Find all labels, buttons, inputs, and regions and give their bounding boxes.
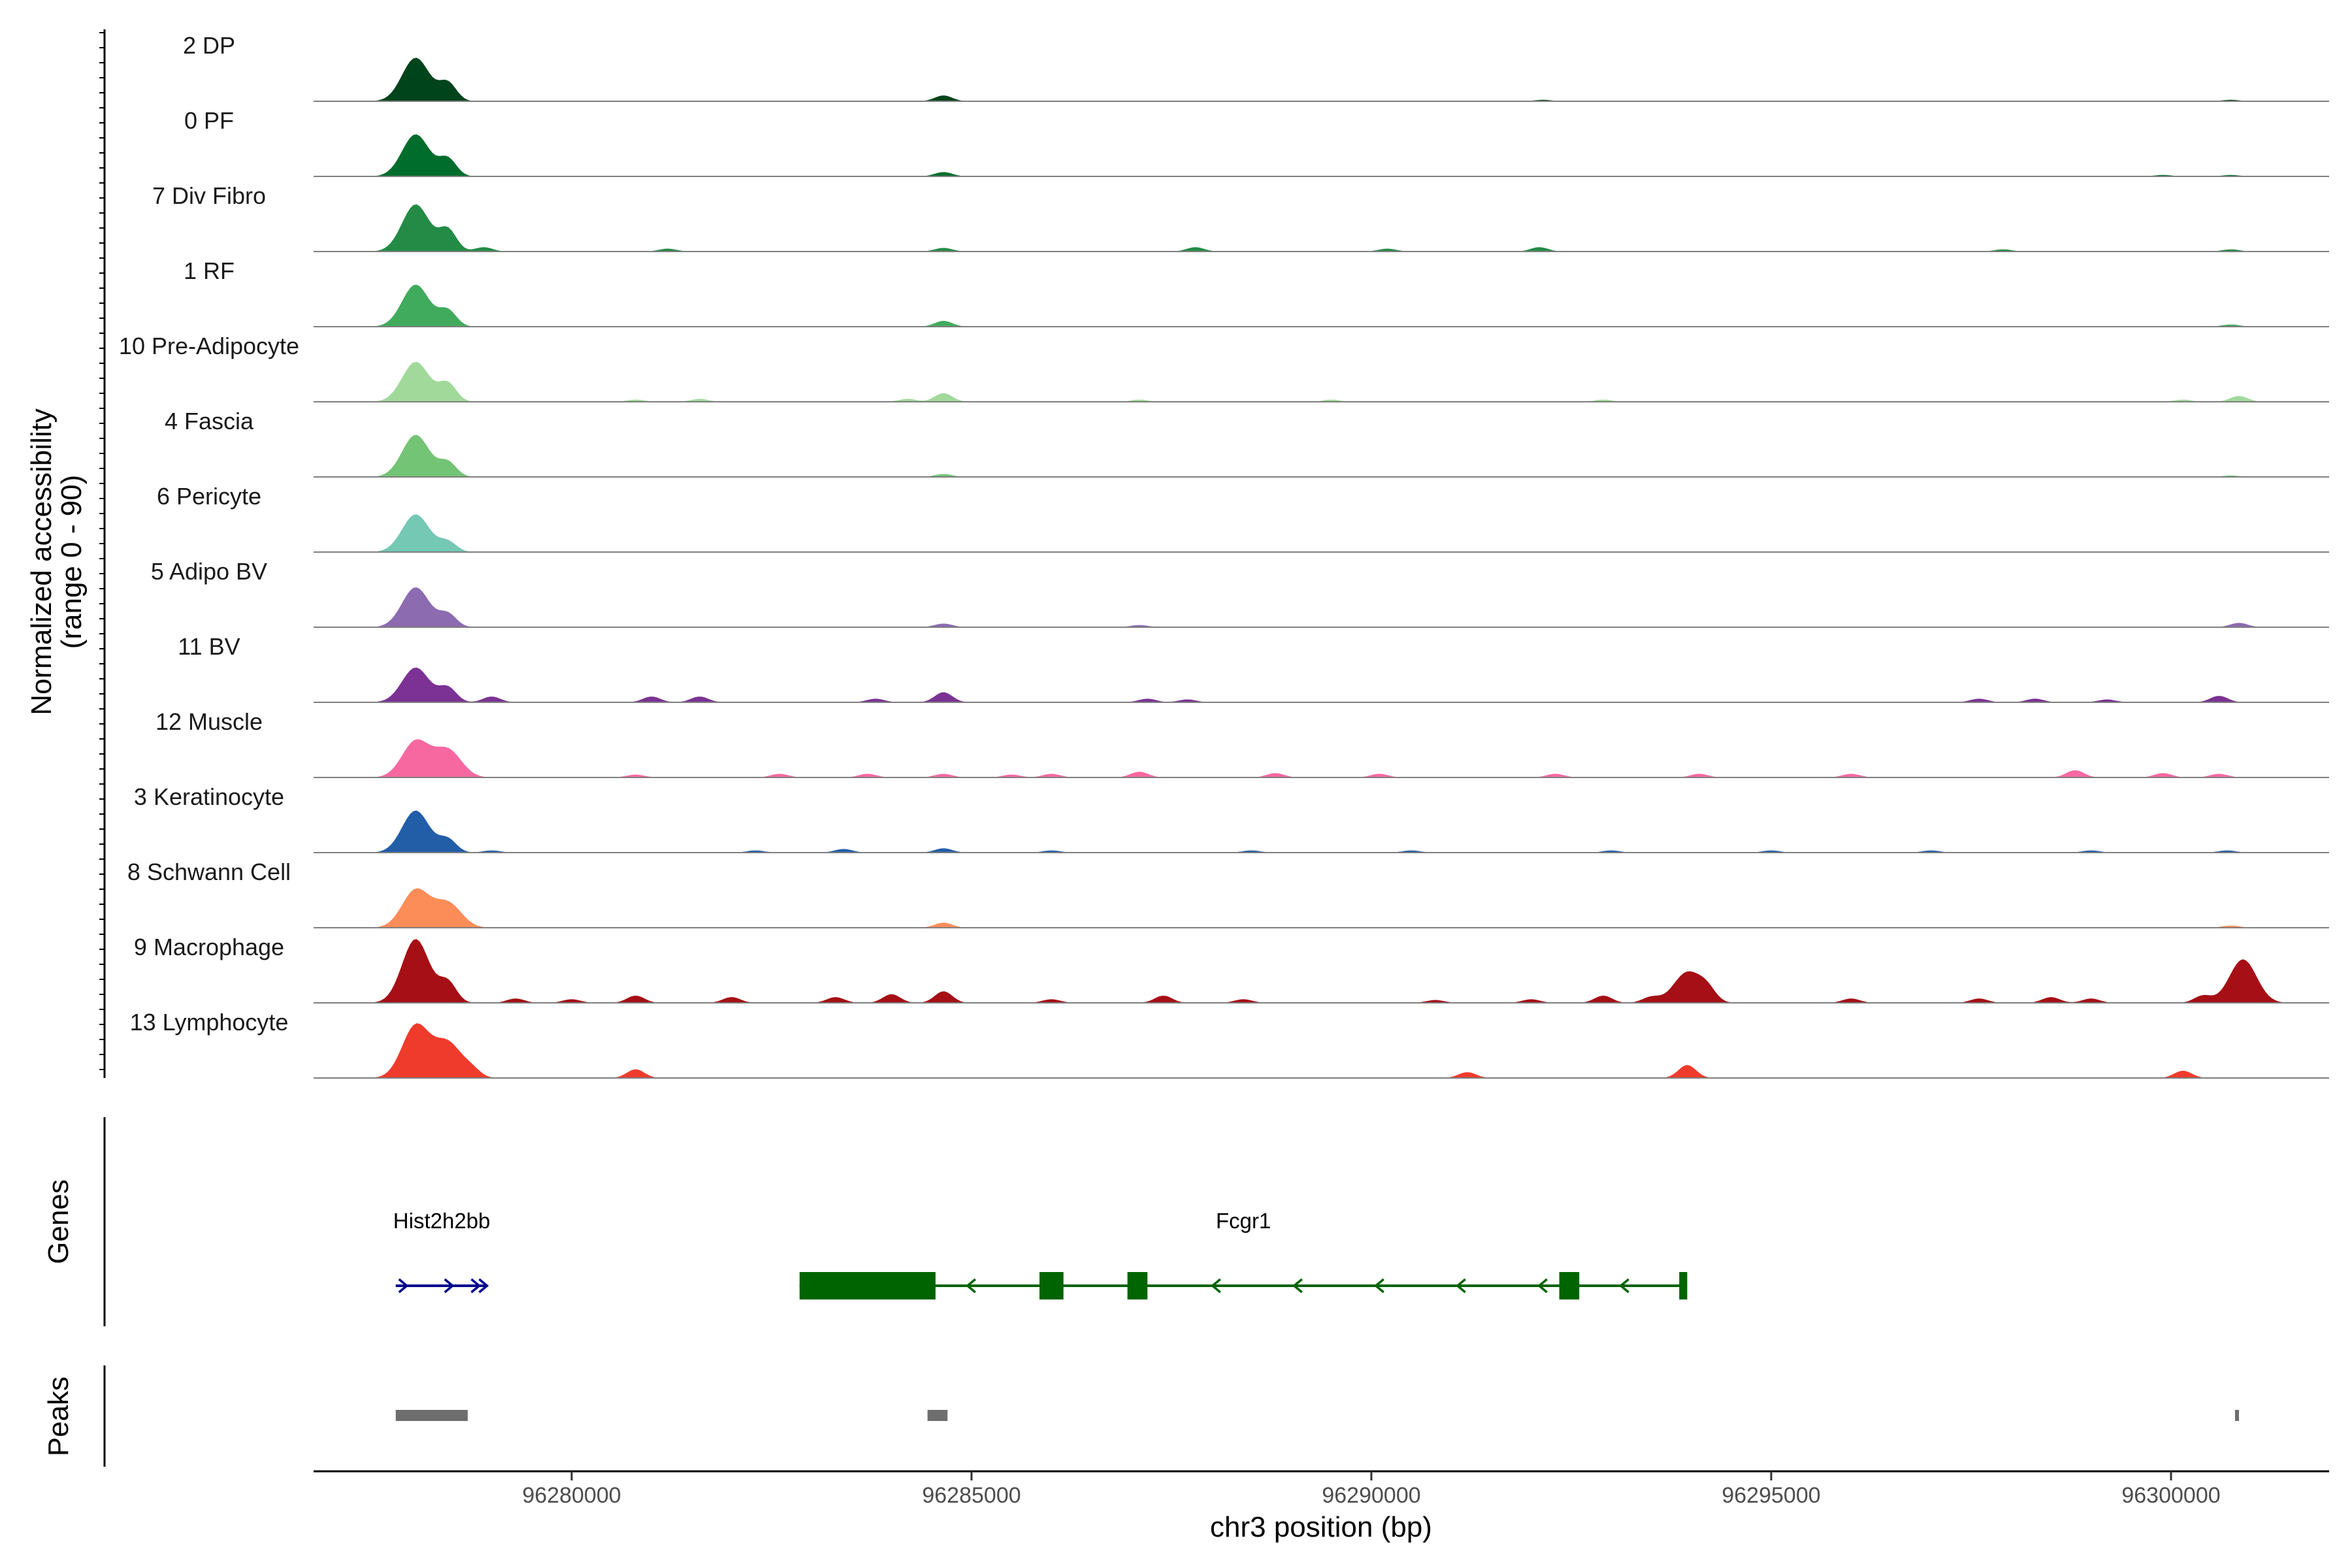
accessibility-axis xyxy=(99,29,106,1078)
track-label: 1 RF xyxy=(184,257,235,284)
exon-block xyxy=(1679,1272,1688,1299)
strand-arrow xyxy=(1374,1278,1384,1294)
x-axis-title: chr3 position (bp) xyxy=(1210,1511,1432,1543)
peak-region xyxy=(395,1410,468,1421)
track-9-macrophage: 9 Macrophage xyxy=(134,934,2329,1004)
strand-arrow xyxy=(398,1278,409,1294)
coverage-area xyxy=(314,939,2329,1003)
track-1-rf: 1 RF xyxy=(184,257,2329,327)
strand-arrow xyxy=(1619,1278,1629,1294)
gene-label: Fcgr1 xyxy=(1216,1209,1271,1233)
peak-region xyxy=(927,1410,948,1421)
coverage-area xyxy=(314,587,2329,627)
track-12-muscle: 12 Muscle xyxy=(155,708,2329,778)
gene-label: Hist2h2bb xyxy=(393,1209,491,1233)
track-8-schwann-cell: 8 Schwann Cell xyxy=(127,858,2329,928)
peaks-panel-title: Peaks xyxy=(42,1377,74,1456)
x-tick-label: 96295000 xyxy=(1722,1483,1820,1508)
gene-hist2h2bb: Hist2h2bb xyxy=(393,1209,491,1294)
exon-block xyxy=(1559,1272,1580,1299)
track-label: 12 Muscle xyxy=(155,708,263,735)
coverage-area xyxy=(314,667,2329,702)
x-tick-label: 96285000 xyxy=(922,1483,1021,1508)
gene-annotations: Hist2h2bb Fcgr1 xyxy=(393,1209,1688,1299)
genes-panel-title: Genes xyxy=(42,1179,74,1264)
strand-arrow xyxy=(444,1278,455,1294)
coverage-area xyxy=(314,204,2329,252)
track-label: 8 Schwann Cell xyxy=(127,858,291,885)
track-4-fascia: 4 Fascia xyxy=(165,408,2329,478)
track-label: 0 PF xyxy=(184,107,234,134)
strand-arrow xyxy=(1537,1278,1548,1294)
track-label: 2 DP xyxy=(183,32,235,59)
track-6-pericyte: 6 Pericyte xyxy=(157,483,2329,553)
strand-arrow xyxy=(478,1278,489,1294)
x-tick-label: 96300000 xyxy=(2121,1483,2220,1508)
coverage-area xyxy=(314,434,2329,477)
coverage-area xyxy=(314,57,2329,101)
track-label: 9 Macrophage xyxy=(134,934,284,960)
track-3-keratinocyte: 3 Keratinocyte xyxy=(134,783,2329,853)
x-axis-ticks: 96280000 96285000 96290000 96295000 96300000 xyxy=(522,1471,2221,1508)
gene-fcgr1: Fcgr1 xyxy=(799,1209,1688,1299)
track-10-pre-adipocyte: 10 Pre-Adipocyte xyxy=(119,333,2329,402)
x-tick-label: 96290000 xyxy=(1322,1483,1420,1508)
track-7-div-fibro: 7 Div Fibro xyxy=(152,182,2329,252)
track-0-pf: 0 PF xyxy=(184,107,2329,177)
coverage-area xyxy=(314,514,2329,552)
y-axis-title-line-2: (range 0 - 90) xyxy=(56,475,88,649)
track-11-bv: 11 BV xyxy=(178,633,2329,703)
coverage-area xyxy=(314,361,2329,402)
exon-block xyxy=(1039,1272,1064,1299)
coverage-area xyxy=(314,810,2329,853)
strand-arrow xyxy=(1211,1278,1221,1294)
coverage-area xyxy=(314,134,2329,176)
peak-region xyxy=(2234,1410,2240,1421)
strand-arrow xyxy=(1292,1278,1303,1294)
coverage-area xyxy=(314,888,2329,928)
peak-regions xyxy=(395,1410,2240,1421)
track-label: 3 Keratinocyte xyxy=(134,783,284,810)
coverage-area xyxy=(314,284,2329,327)
track-label: 11 BV xyxy=(178,633,240,660)
strand-arrow xyxy=(1456,1278,1466,1294)
strand-arrow xyxy=(470,1278,482,1294)
track-label: 6 Pericyte xyxy=(157,483,261,510)
track-2-dp: 2 DP xyxy=(183,32,2329,102)
track-label: 10 Pre-Adipocyte xyxy=(119,333,299,359)
track-label: 4 Fascia xyxy=(165,408,254,434)
y-axis-title-line-1: Normalized accessibility xyxy=(25,408,57,715)
coverage-tracks: 2 DP 0 PF 7 Div Fibro 1 RF 10 Pre-Adipocyte 4… xyxy=(119,32,2329,1079)
track-5-adipo-bv: 5 Adipo BV xyxy=(151,558,2329,628)
coverage-area xyxy=(314,1023,2329,1078)
track-label: 13 Lymphocyte xyxy=(130,1009,289,1036)
track-13-lymphocyte: 13 Lymphocyte xyxy=(130,1009,2329,1079)
x-tick-label: 96280000 xyxy=(522,1483,621,1508)
coverage-area xyxy=(314,739,2329,777)
strand-arrow xyxy=(966,1278,976,1294)
exon-block xyxy=(1127,1272,1148,1299)
track-label: 5 Adipo BV xyxy=(151,558,267,585)
track-label: 7 Div Fibro xyxy=(152,182,266,209)
exon-block xyxy=(799,1272,936,1299)
